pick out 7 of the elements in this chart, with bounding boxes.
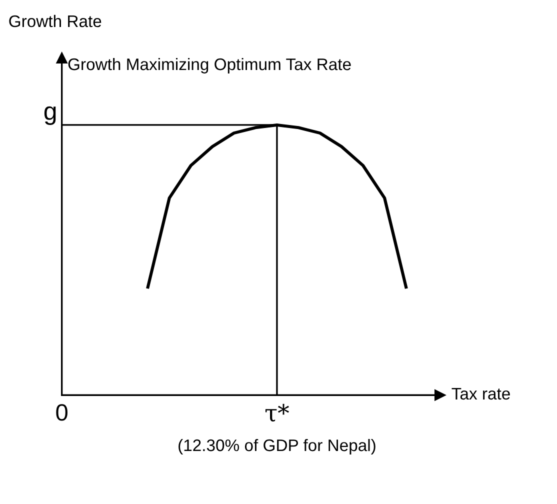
x-tick-label: τ* xyxy=(265,404,290,422)
text: Growth Maximizing Optimum Tax Rate xyxy=(68,58,351,74)
text: (12.30% of GDP for Nepal) xyxy=(178,438,376,455)
ref-line-label: g xyxy=(44,106,56,125)
text: Growth Rate xyxy=(9,14,102,28)
x-axis-title: Tax rate xyxy=(452,388,510,400)
x-tick-label: 0 xyxy=(56,404,68,421)
